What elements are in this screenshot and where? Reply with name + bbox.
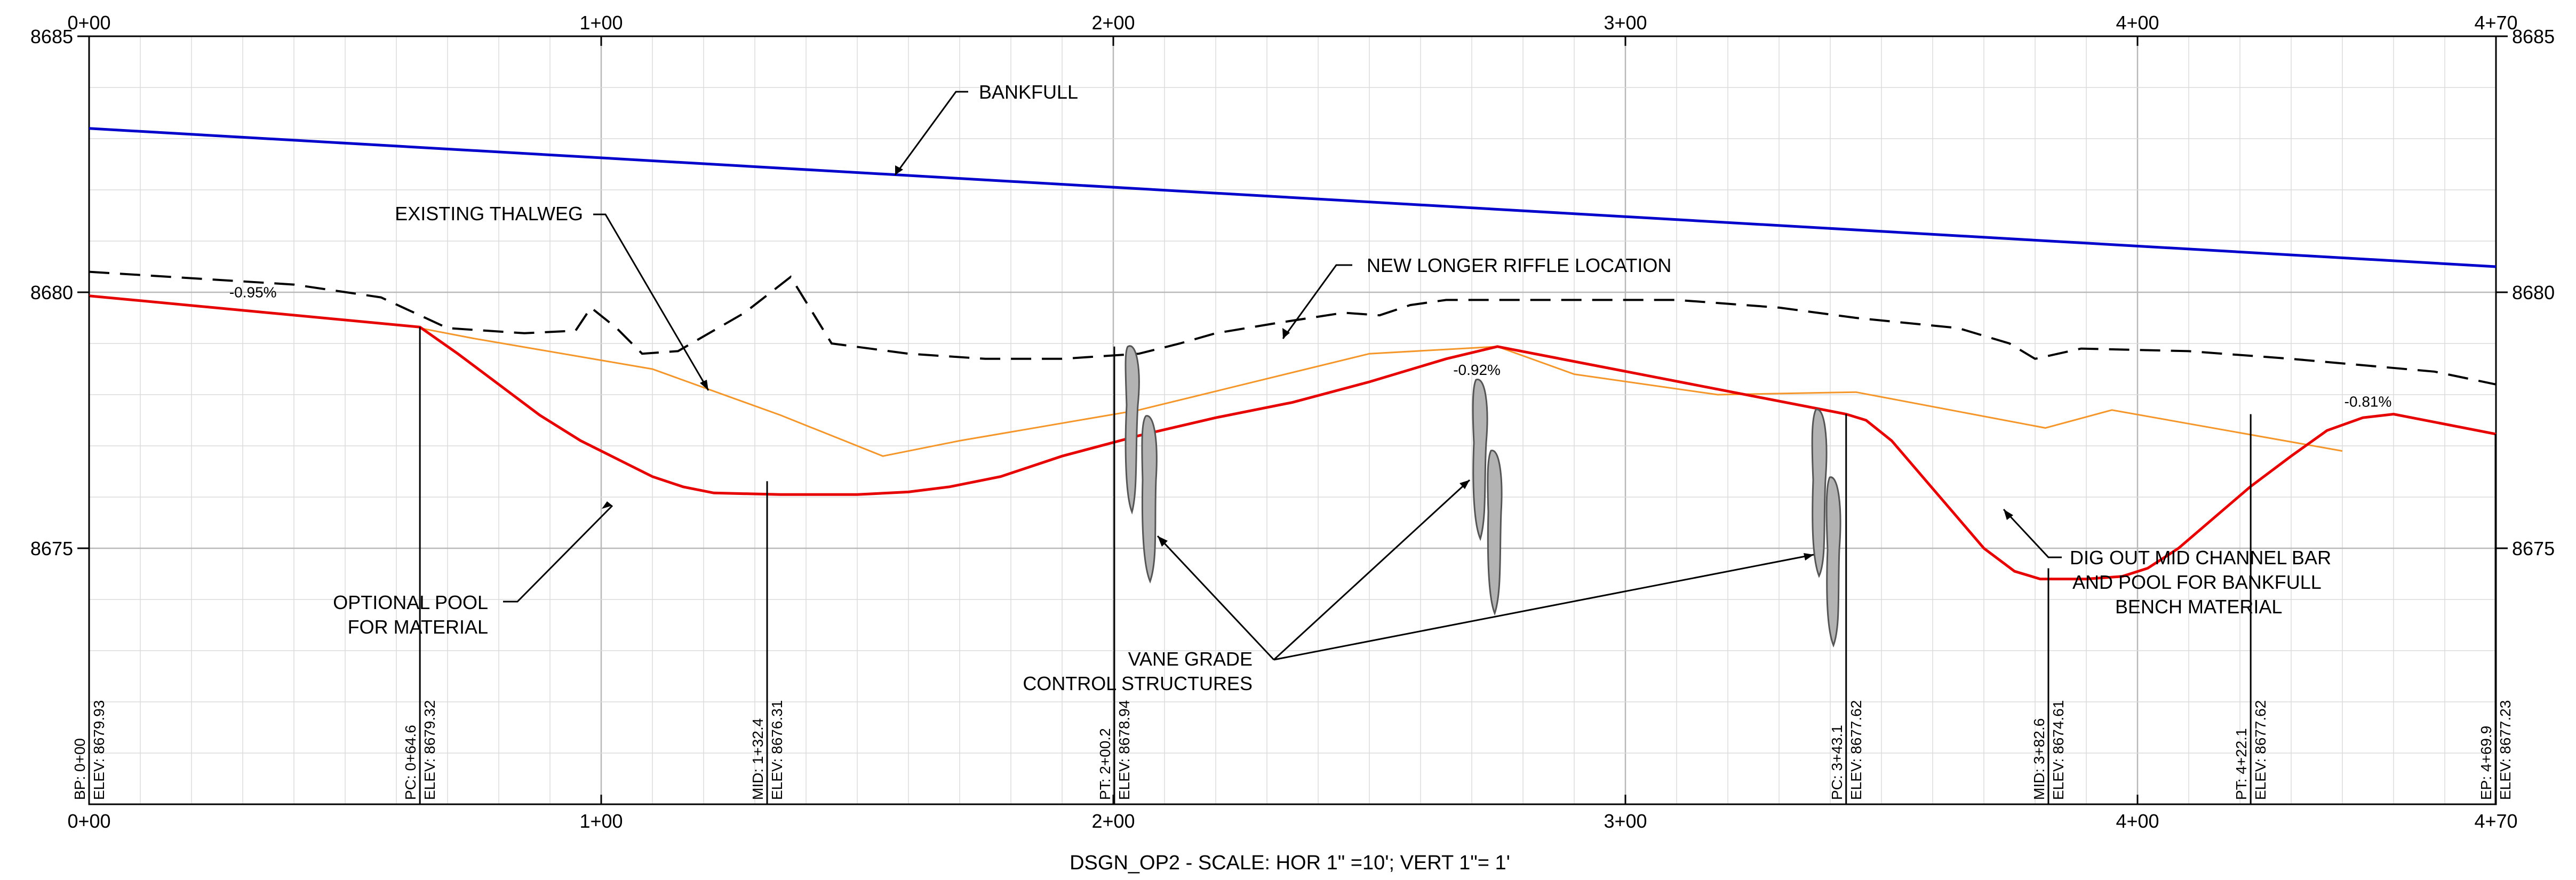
existing-riffle-line — [419, 327, 2343, 457]
bankfull-callout: BANKFULL — [979, 81, 1078, 103]
station-tick-label-bottom: 1+00 — [579, 810, 623, 832]
plot-frame — [88, 35, 2497, 805]
station-tick-label-top: 1+00 — [579, 12, 623, 34]
station-tick-label-bottom: 4+70 — [2474, 810, 2517, 832]
leader-arrowheads — [602, 165, 2013, 561]
station-tick-label-top: 4+00 — [2116, 12, 2159, 34]
rock — [1811, 409, 1828, 578]
dig-out-callout-line3: BENCH MATERIAL — [2115, 596, 2282, 618]
station-marker-label: PT: 2+00.2 — [1097, 728, 1113, 800]
station-tick-label-bottom: 3+00 — [1604, 810, 1647, 832]
station-elevation-label: ELEV: 8674.61 — [2050, 700, 2067, 800]
riffle-leader — [1282, 264, 1352, 339]
arrowhead — [895, 165, 903, 175]
optional-pool-callout-line2: FOR MATERIAL — [348, 616, 488, 638]
arrowhead — [700, 380, 708, 390]
station-marker-label: MID: 1+32.4 — [749, 718, 766, 800]
digout-leader — [2003, 508, 2062, 558]
elevation-tick-label-left: 8680 — [30, 282, 73, 303]
elevation-tick-label-right: 8675 — [2512, 538, 2555, 559]
rock — [1825, 476, 1841, 648]
arrowhead — [1158, 536, 1168, 547]
station-tick-label-bottom: 0+00 — [67, 810, 110, 832]
rock — [1124, 345, 1140, 515]
station-elevation-label: ELEV: 8677.23 — [2497, 700, 2514, 800]
station-tick-label-top: 2+00 — [1091, 12, 1135, 34]
new-riffle-callout: NEW LONGER RIFFLE LOCATION — [1367, 254, 1671, 276]
vane-leader-3 — [1273, 554, 1814, 661]
arrowhead — [1804, 553, 1814, 561]
elevation-axis: 8685 8685 8680 8680 8675 8675 — [30, 26, 2555, 559]
grid-lines — [89, 36, 2496, 804]
slope-labels: -0.95% -0.92% -0.81% — [229, 284, 2392, 410]
arrowhead — [1460, 480, 1470, 489]
vane-leader-1 — [1157, 535, 1275, 661]
elevation-tick-label-left: 8675 — [30, 538, 73, 559]
vane-grade-callout-line2: CONTROL STRUCTURES — [1023, 673, 1253, 694]
rock — [1487, 450, 1503, 616]
bankfull-line — [89, 127, 2497, 268]
pool-leader — [503, 505, 613, 603]
bankfull-leader — [894, 91, 968, 175]
station-elevation-label: ELEV: 8677.62 — [2252, 700, 2269, 800]
slope-label: -0.95% — [229, 284, 277, 300]
arrowhead — [1282, 328, 1290, 339]
station-tick-label-top: 3+00 — [1604, 12, 1647, 34]
station-tick-label-top: 0+00 — [67, 12, 110, 34]
vane-structure-1 — [1124, 345, 1158, 584]
station-marker-label: PC: 3+43.1 — [1829, 725, 1845, 800]
dig-out-callout-line2: AND POOL FOR BANKFULL — [2072, 571, 2322, 593]
station-tick-label-bottom: 2+00 — [1091, 810, 1135, 832]
station-elevation-label: ELEV: 8678.94 — [1116, 700, 1133, 800]
station-tick-label-top: 4+70 — [2474, 12, 2517, 34]
vane-structure-3 — [1811, 409, 1841, 648]
station-axis: 0+00 0+00 1+00 1+00 2+00 2+00 3+00 3+00 4+00 4+00… — [67, 12, 2517, 832]
rock — [1141, 415, 1158, 584]
station-marker-label: EP: 4+69.9 — [2478, 726, 2494, 800]
vane-grade-callout-line1: VANE GRADE — [1128, 648, 1253, 670]
station-elevation-label: ELEV: 8677.62 — [1848, 700, 1864, 800]
station-elevation-label: ELEV: 8679.93 — [91, 700, 107, 800]
slope-label: -0.81% — [2344, 394, 2392, 410]
station-marker-label: PT: 4+22.1 — [2233, 728, 2250, 800]
station-marker-label: MID: 3+82.6 — [2031, 718, 2047, 800]
existing-thalweg-line — [89, 270, 2497, 386]
station-elevation-label: ELEV: 8679.32 — [421, 700, 438, 800]
station-marker-label: PC: 0+64.6 — [402, 725, 419, 800]
vane-leader-2 — [1273, 479, 1471, 661]
slope-label: -0.92% — [1453, 362, 1501, 378]
dig-out-callout-line1: DIG OUT MID CHANNEL BAR — [2070, 547, 2331, 569]
proposed-profile-line — [89, 294, 2497, 581]
leader-lines — [503, 91, 2062, 661]
optional-pool-callout-line1: OPTIONAL POOL — [333, 591, 488, 613]
existing-thalweg-callout: EXISTING THALWEG — [395, 203, 583, 225]
station-markers: BP: 0+00 ELEV: 8679.93 PC: 0+64.6 ELEV: 867… — [71, 295, 2514, 804]
arrowhead — [2004, 509, 2013, 520]
thalweg-leader — [593, 213, 709, 391]
elevation-tick-label-right: 8680 — [2512, 282, 2555, 303]
arrowhead — [602, 501, 612, 509]
station-tick-label-bottom: 4+00 — [2116, 810, 2159, 832]
vane-structure-2 — [1472, 378, 1503, 616]
station-elevation-label: ELEV: 8676.31 — [769, 700, 785, 800]
rock — [1472, 378, 1488, 541]
drawing-caption: DSGN_OP2 - SCALE: HOR 1" =10'; VERT 1"= … — [1070, 852, 1510, 874]
station-marker-label: BP: 0+00 — [71, 738, 88, 800]
elevation-tick-label-right: 8685 — [2512, 26, 2555, 47]
elevation-tick-label-left: 8685 — [30, 26, 73, 47]
